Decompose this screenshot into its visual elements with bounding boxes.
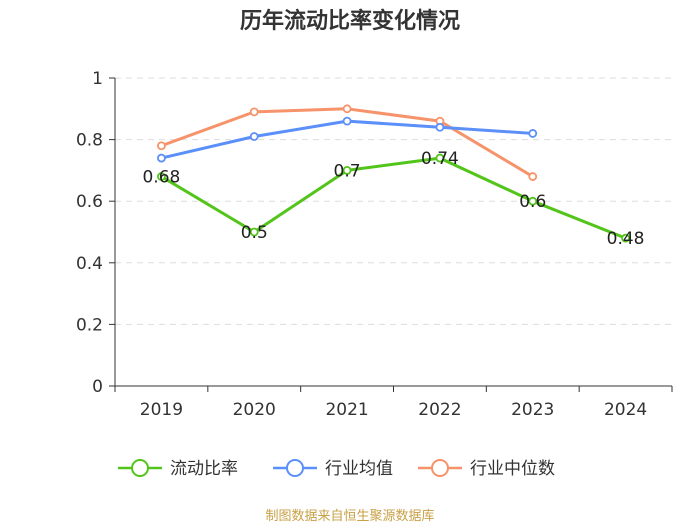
legend-marker xyxy=(431,459,449,477)
y-tick-label: 0.8 xyxy=(76,131,103,151)
data-point[interactable] xyxy=(435,153,445,163)
data-point[interactable] xyxy=(342,165,352,175)
legend-item[interactable]: 行业中位数 xyxy=(418,459,555,479)
data-label: 0.68 xyxy=(142,168,180,188)
x-tick-label: 2019 xyxy=(140,400,183,420)
x-tick-label: 2020 xyxy=(233,400,276,420)
data-point[interactable] xyxy=(342,116,352,126)
series-2 xyxy=(157,104,538,181)
legend[interactable]: 流动比率 行业均值 行业中位数 xyxy=(118,459,555,479)
y-tick-label: 1 xyxy=(92,69,103,89)
series-line xyxy=(160,156,627,240)
source-note: 制图数据来自恒生聚源数据库 xyxy=(265,508,434,524)
series-1 xyxy=(157,116,538,163)
x-tick-label: 2021 xyxy=(325,400,368,420)
data-point[interactable] xyxy=(342,104,352,114)
data-point[interactable] xyxy=(249,227,259,237)
data-label: 0.6 xyxy=(519,192,546,212)
data-label: 0.5 xyxy=(241,223,268,243)
data-label: 0.74 xyxy=(421,149,459,169)
data-point[interactable] xyxy=(528,129,538,138)
data-point[interactable] xyxy=(435,122,445,132)
x-tick-label: 2024 xyxy=(604,400,647,420)
grid-layer xyxy=(115,77,672,325)
legend-marker xyxy=(131,459,149,477)
legend-label: 流动比率 xyxy=(170,459,238,479)
legend-label: 行业中位数 xyxy=(470,459,555,479)
data-point[interactable] xyxy=(249,132,259,141)
legend-item[interactable]: 行业均值 xyxy=(273,459,393,479)
y-tick-label: 0 xyxy=(92,377,103,397)
y-tick-label: 0.6 xyxy=(76,192,103,212)
data-point[interactable] xyxy=(528,196,538,206)
legend-label: 行业均值 xyxy=(325,459,393,479)
data-point[interactable] xyxy=(157,153,166,163)
data-point[interactable] xyxy=(249,107,259,117)
data-point[interactable] xyxy=(157,141,166,151)
x-tick-label: 2023 xyxy=(511,400,554,420)
legend-marker xyxy=(286,459,304,477)
y-tick-label: 0.2 xyxy=(76,315,103,335)
y-tick-label: 0.4 xyxy=(76,254,103,274)
data-point[interactable] xyxy=(157,172,166,181)
series-layer xyxy=(157,104,630,243)
data-label: 0.7 xyxy=(334,161,361,181)
data-label-layer: 0.68 0.5 0.7 0.74 0.6 0.48 xyxy=(142,149,644,249)
data-point[interactable] xyxy=(528,172,538,181)
chart-title: 历年流动比率变化情况 xyxy=(240,8,460,34)
axis-layer: 0 0.2 0.4 0.6 0.8 1 2019 2020 2021 2022 2023 2024 xyxy=(76,69,673,420)
data-label: 0.48 xyxy=(607,229,645,249)
legend-item[interactable]: 流动比率 xyxy=(118,459,238,479)
data-point[interactable] xyxy=(621,233,630,243)
x-tick-label: 2022 xyxy=(418,400,461,420)
series-0 xyxy=(157,153,630,243)
